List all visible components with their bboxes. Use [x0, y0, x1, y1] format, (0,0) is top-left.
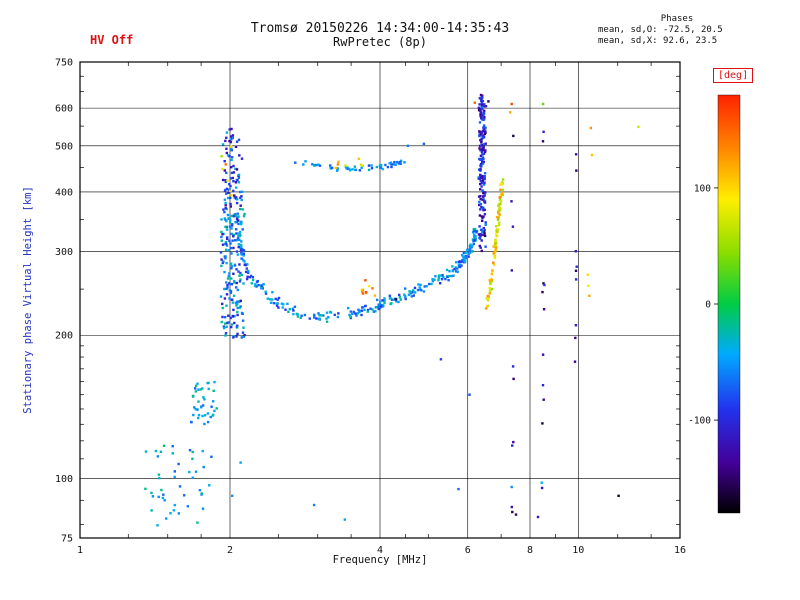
scatter-series [574, 169, 578, 340]
scatter-series [231, 100, 640, 521]
svg-text:16: 16 [674, 545, 686, 556]
svg-text:500: 500 [55, 141, 73, 152]
scatter-series [510, 134, 515, 514]
svg-text:600: 600 [55, 104, 73, 115]
svg-text:8: 8 [527, 545, 533, 556]
svg-text:10: 10 [572, 545, 584, 556]
scatter-series [220, 145, 233, 197]
x-axis-label: Frequency [MHz] [332, 554, 428, 566]
svg-text:100: 100 [55, 474, 73, 485]
x-tick-labels: 1 2 4 6 8 10 16 [77, 545, 686, 556]
phases-o-mean: mean, sd,O: -72.5, 20.5 [598, 25, 723, 35]
scatter-points [144, 93, 640, 527]
scatter-series [221, 127, 244, 208]
svg-text:1: 1 [77, 545, 83, 556]
scatter-series [360, 279, 377, 297]
svg-text:750: 750 [55, 58, 73, 69]
plot-border [79, 61, 681, 539]
scatter-series [540, 130, 546, 490]
phases-x-mean: mean, sd,X: 92.6, 23.5 [598, 36, 718, 46]
scatter-series [219, 207, 247, 339]
phases-summary: Phases mean, sd,O: -72.5, 20.5 mean, sd,… [598, 14, 756, 47]
phases-header: Phases [660, 14, 694, 24]
svg-text:75: 75 [61, 534, 73, 545]
svg-text:200: 200 [55, 331, 73, 342]
chart-title: Tromsø 20150226 14:34:00-14:35:43 [250, 21, 510, 36]
y-axis-label: Stationary phase Virtual Height [km] [22, 186, 34, 414]
svg-text:100: 100 [694, 183, 711, 194]
svg-text:-100: -100 [688, 416, 711, 427]
svg-text:4: 4 [377, 545, 383, 556]
colorbar-unit-label: [deg] [713, 68, 754, 83]
scatter-series [294, 159, 406, 172]
svg-text:6: 6 [465, 545, 471, 556]
scatter-series [334, 157, 364, 169]
y-tick-labels: 75 100 200 300 400 500 600 750 [55, 58, 73, 545]
scatter-series [234, 227, 479, 323]
minor-ticks [80, 62, 680, 538]
scatter-series [484, 178, 505, 310]
scatter-series [190, 380, 218, 426]
svg-text:300: 300 [55, 247, 73, 258]
svg-text:0: 0 [705, 300, 711, 311]
grid [79, 61, 681, 539]
scatter-series [479, 96, 487, 203]
svg-text:2: 2 [227, 545, 233, 556]
svg-text:400: 400 [55, 187, 73, 198]
colorbar: 100 0 -100 [688, 94, 741, 514]
scatter-series [144, 444, 213, 527]
hv-status-label: HV Off [90, 33, 134, 47]
chart-subtitle: RwPretec (8p) [333, 35, 427, 49]
